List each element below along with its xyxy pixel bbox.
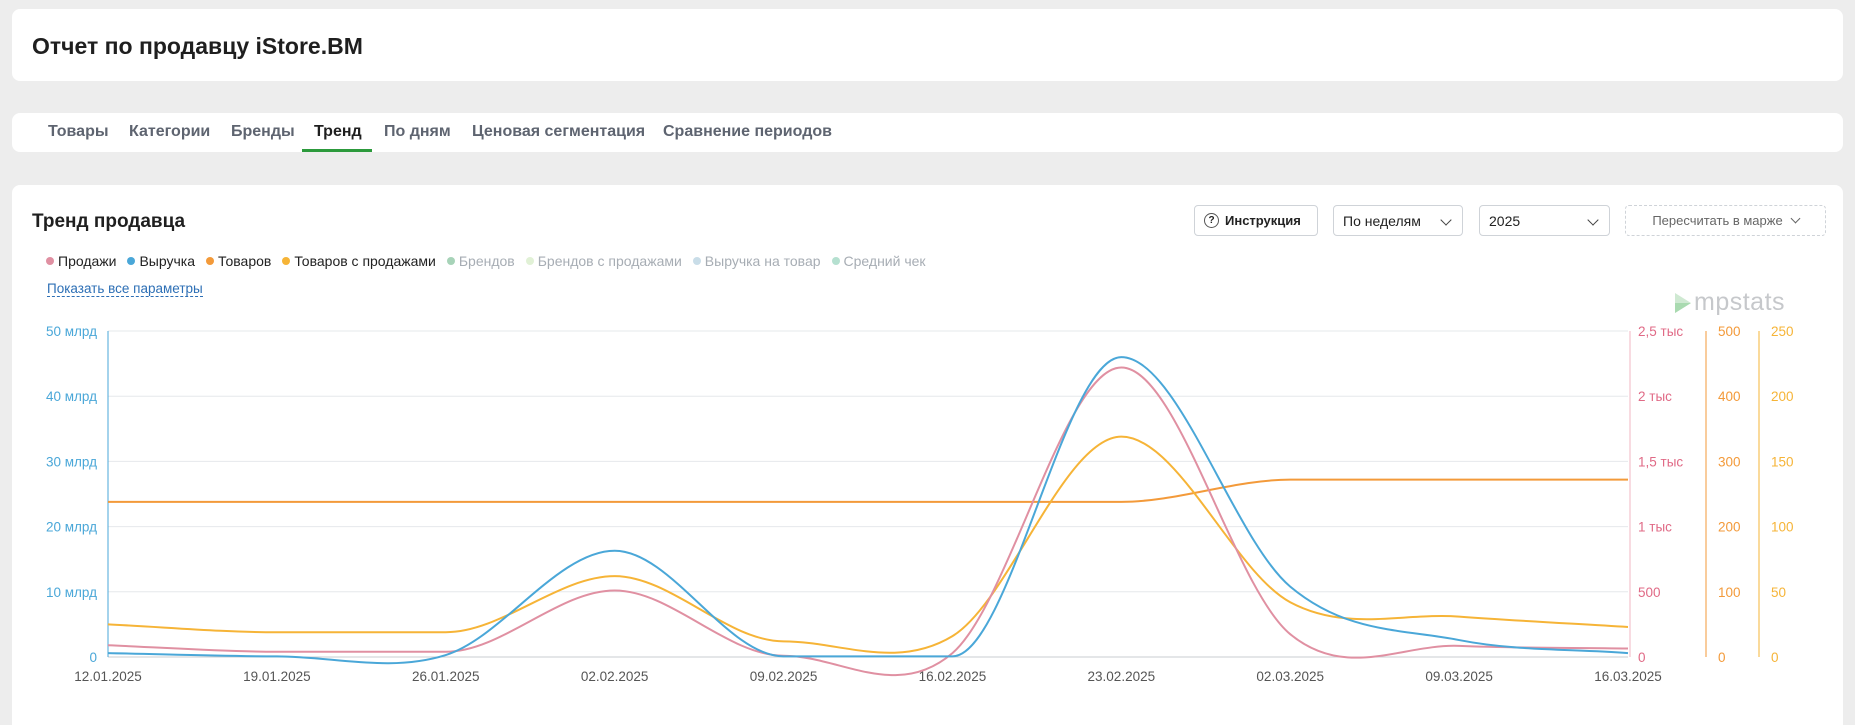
products-with-sales-tick-label: 200 <box>1771 389 1794 404</box>
legend-dot <box>282 257 291 265</box>
products-tick-label: 300 <box>1718 454 1741 469</box>
revenue-tick-label: 20 млрд <box>46 520 97 535</box>
legend-label: Продажи <box>58 253 117 269</box>
x-tick-label: 09.02.2025 <box>750 669 818 684</box>
legend-dot <box>46 257 54 265</box>
show-all-params-link[interactable]: Показать все параметры <box>47 281 203 297</box>
products-with-sales-tick-label: 100 <box>1771 520 1794 535</box>
legend-item-products-with-sales[interactable]: Товаров с продажами <box>282 253 436 269</box>
products-with-sales-tick-label: 150 <box>1771 454 1794 469</box>
tab-categories[interactable]: Категории <box>129 123 211 140</box>
legend-item-brands-with-sales[interactable]: Брендов с продажами <box>525 253 682 269</box>
x-tick-label: 16.02.2025 <box>919 669 987 684</box>
tab-products[interactable]: Товары <box>48 123 109 140</box>
tab-price-segmentation[interactable]: Ценовая сегментация <box>472 123 646 140</box>
revenue-line <box>107 356 1629 665</box>
legend-dot <box>525 257 534 265</box>
year-select-value: 2025 <box>1489 212 1521 229</box>
tabs-bar: Товары Категории Бренды Тренд По дням Це… <box>12 113 1843 152</box>
legend-item-revenue-per-product[interactable]: Выручка на товар <box>692 253 821 269</box>
logo-text: mpstats <box>1694 288 1786 316</box>
products-with-sales-tick-label: 50 <box>1771 585 1786 600</box>
products-tick-label: 400 <box>1718 389 1741 404</box>
tab-by-days[interactable]: По дням <box>384 123 451 140</box>
products-tick-label: 0 <box>1718 650 1726 665</box>
page-title: Отчет по продавцу iStore.BM <box>32 33 363 59</box>
help-icon: ? <box>1204 213 1219 228</box>
legend-dot <box>127 257 136 265</box>
section-title: Тренд продавца <box>32 211 186 232</box>
revenue-tick-label: 50 млрд <box>46 324 97 339</box>
legend-label: Товаров <box>218 253 272 269</box>
legend-label: Выручка <box>139 253 196 269</box>
year-select[interactable]: 2025 <box>1479 205 1610 236</box>
legend-label: Средний чек <box>843 253 926 269</box>
legend-dot <box>692 257 701 265</box>
legend-item-average-check[interactable]: Средний чек <box>831 253 926 269</box>
tab-brands[interactable]: Бренды <box>231 123 295 140</box>
legend-label: Брендов с продажами <box>537 253 682 269</box>
x-tick-label: 09.03.2025 <box>1425 669 1493 684</box>
sales-line <box>107 366 1629 677</box>
products-tick-label: 200 <box>1718 520 1741 535</box>
x-tick-label: 16.03.2025 <box>1594 669 1662 684</box>
products-with-sales-tick-label: 250 <box>1771 324 1794 339</box>
x-tick-label: 02.03.2025 <box>1256 669 1324 684</box>
products-tick-label: 500 <box>1718 324 1741 339</box>
sales-tick-label: 0 <box>1638 650 1646 665</box>
recalc-margin-button[interactable]: Пересчитать в марже <box>1625 205 1826 236</box>
instruction-button[interactable]: ? Инструкция <box>1194 205 1318 236</box>
instruction-label: Инструкция <box>1225 213 1301 228</box>
sales-tick-label: 2,5 тыс <box>1638 324 1683 339</box>
legend-item-sales[interactable]: Продажи <box>46 253 116 269</box>
x-tick-label: 12.01.2025 <box>74 669 142 684</box>
chart-legend: Продажи Выручка Товаров Товаров с продаж… <box>46 253 937 269</box>
x-tick-label: 19.01.2025 <box>243 669 311 684</box>
products-with-sales-line <box>107 435 1629 654</box>
period-select[interactable]: По неделям <box>1333 205 1463 236</box>
legend-item-revenue[interactable]: Выручка <box>127 253 195 269</box>
legend-item-brands[interactable]: Брендов <box>446 253 515 269</box>
active-tab-indicator <box>302 149 372 152</box>
x-tick-label: 26.01.2025 <box>412 669 480 684</box>
legend-dot <box>206 257 215 265</box>
tab-trend[interactable]: Тренд <box>314 123 362 140</box>
legend-dot <box>831 257 840 265</box>
tab-period-comparison[interactable]: Сравнение периодов <box>663 123 832 140</box>
period-select-value: По неделям <box>1343 212 1421 229</box>
legend-label: Выручка на товар <box>704 253 821 269</box>
recalc-margin-label: Пересчитать в марже <box>1652 213 1783 228</box>
mpstats-logo-icon <box>1675 292 1691 313</box>
revenue-tick-label: 40 млрд <box>46 389 97 404</box>
title-card: Отчет по продавцу iStore.BM <box>12 9 1843 81</box>
revenue-tick-label: 30 млрд <box>46 454 97 469</box>
sales-tick-label: 2 тыс <box>1638 389 1672 404</box>
sales-tick-label: 500 <box>1638 585 1661 600</box>
legend-item-products[interactable]: Товаров <box>206 253 271 269</box>
legend-dot <box>446 257 455 265</box>
revenue-tick-label: 10 млрд <box>46 585 97 600</box>
trend-panel: Тренд продавца ? Инструкция По неделям 2… <box>12 185 1843 725</box>
products-tick-label: 100 <box>1718 585 1741 600</box>
mpstats-logo: mpstats <box>1672 288 1785 317</box>
legend-label: Брендов <box>458 253 515 269</box>
legend-label: Товаров с продажами <box>294 253 436 269</box>
products-with-sales-tick-label: 0 <box>1771 650 1779 665</box>
sales-tick-label: 1 тыс <box>1638 520 1672 535</box>
x-tick-label: 02.02.2025 <box>581 669 649 684</box>
products-line <box>107 478 1628 503</box>
revenue-tick-label: 0 <box>89 650 97 665</box>
x-tick-label: 23.02.2025 <box>1088 669 1156 684</box>
sales-tick-label: 1,5 тыс <box>1638 454 1683 469</box>
